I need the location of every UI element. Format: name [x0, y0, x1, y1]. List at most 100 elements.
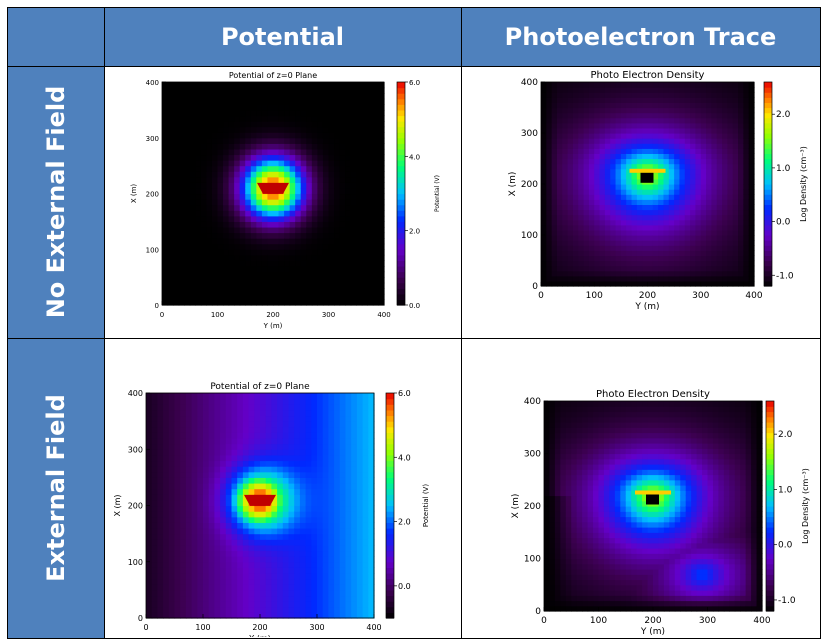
heatmap-cell [317, 193, 324, 200]
heatmap-cell [647, 143, 654, 149]
heatmap-cell [305, 421, 312, 428]
heatmap-cell [361, 160, 368, 167]
heatmap-cell [351, 488, 358, 495]
heatmap-cell [361, 87, 368, 94]
heatmap-cell [700, 189, 707, 195]
heatmap-cell [556, 260, 563, 267]
colorbar-step [397, 221, 405, 228]
heatmap-cell [620, 235, 627, 241]
heatmap-cell [178, 171, 185, 178]
heatmap-cell [368, 595, 375, 602]
heatmap-cell [208, 449, 215, 456]
heatmap-cell [351, 477, 358, 484]
heatmap-cell [578, 138, 585, 144]
heatmap-cell [184, 121, 191, 128]
heatmap-cell [174, 404, 181, 411]
heatmap-cell [700, 178, 707, 185]
heatmap-cell [663, 280, 670, 287]
heatmap-cell [368, 454, 375, 462]
heatmap-cell [217, 87, 224, 94]
heatmap-cell [631, 260, 638, 267]
heatmap-cell [225, 415, 233, 422]
heatmap-cell [206, 299, 213, 306]
heatmap-cell [556, 133, 563, 139]
heatmap-cell [200, 243, 207, 250]
heatmap-cell [615, 209, 622, 216]
heatmap-cell [300, 204, 307, 211]
heatmap-cell [168, 494, 176, 501]
heatmap-cell [620, 209, 627, 216]
heatmap-cell [239, 182, 246, 189]
y-tick-label: 0 [155, 302, 159, 310]
heatmap-cell [185, 544, 193, 552]
heatmap-cell [242, 567, 250, 574]
heatmap-cell [242, 393, 250, 400]
heatmap-cell [351, 578, 358, 585]
heatmap-cell [700, 245, 707, 251]
heatmap-cell [620, 255, 627, 262]
heatmap-cell [248, 449, 255, 456]
heatmap-cell [690, 163, 697, 170]
heatmap-cell [256, 176, 263, 183]
heatmap-cell [254, 438, 261, 445]
heatmap-cell [642, 107, 649, 114]
heatmap-cell [738, 235, 744, 241]
heatmap-cell [594, 127, 601, 134]
heatmap-cell [167, 154, 174, 161]
heatmap-cell [322, 578, 329, 585]
heatmap-cell [668, 245, 675, 251]
heatmap-cell [168, 438, 176, 445]
heatmap-cell [546, 235, 553, 241]
heatmap-cell [583, 148, 590, 154]
heatmap-cell [546, 92, 553, 98]
heatmap-cell [195, 265, 202, 273]
heatmap-cell [289, 137, 296, 144]
heatmap-cell [541, 240, 547, 246]
heatmap-cell [652, 199, 659, 205]
heatmap-cell [239, 165, 246, 172]
heatmap-cell [197, 595, 204, 602]
heatmap-cell [706, 209, 712, 216]
heatmap-cell [700, 97, 707, 103]
heatmap-cell [356, 426, 364, 433]
heatmap-cell [311, 165, 318, 172]
heatmap-cell [180, 595, 187, 602]
heatmap-cell [306, 232, 313, 239]
heatmap-cell [556, 178, 563, 185]
heatmap-cell [311, 148, 318, 156]
heatmap-cell [299, 460, 307, 467]
heatmap-cell [562, 82, 569, 88]
heatmap-cell [631, 255, 638, 262]
heatmap-cell [546, 270, 553, 277]
heatmap-cell [615, 178, 622, 185]
heatmap-cell [684, 168, 691, 175]
heatmap-cell [214, 528, 221, 535]
heatmap-cell [282, 483, 290, 490]
heatmap-cell [674, 280, 681, 287]
heatmap-cell [567, 214, 574, 221]
heatmap-cell [231, 533, 238, 540]
colorbar-step [764, 138, 772, 144]
heatmap-cell [700, 260, 707, 267]
heatmap-cell [185, 393, 193, 400]
heatmap-cell [738, 260, 744, 267]
colorbar-step [397, 204, 405, 211]
heatmap-cell [684, 270, 691, 277]
heatmap-cell [663, 122, 670, 129]
heatmap-cell [743, 92, 750, 98]
heatmap-cell [351, 398, 358, 405]
heatmap-cell [562, 117, 569, 124]
heatmap-cell [567, 229, 574, 236]
heatmap-cell [727, 158, 734, 165]
heatmap-cell [615, 240, 622, 246]
heatmap-cell [647, 235, 654, 241]
heatmap-cell [322, 204, 330, 211]
heatmap-cell [679, 153, 686, 160]
heatmap-cell [572, 102, 579, 109]
heatmap-cell [217, 93, 224, 100]
heatmap-cell [541, 275, 547, 282]
heatmap-cell [254, 595, 261, 602]
heatmap-cell [189, 165, 196, 172]
heatmap-cell [146, 578, 153, 585]
heatmap-cell [588, 153, 595, 160]
